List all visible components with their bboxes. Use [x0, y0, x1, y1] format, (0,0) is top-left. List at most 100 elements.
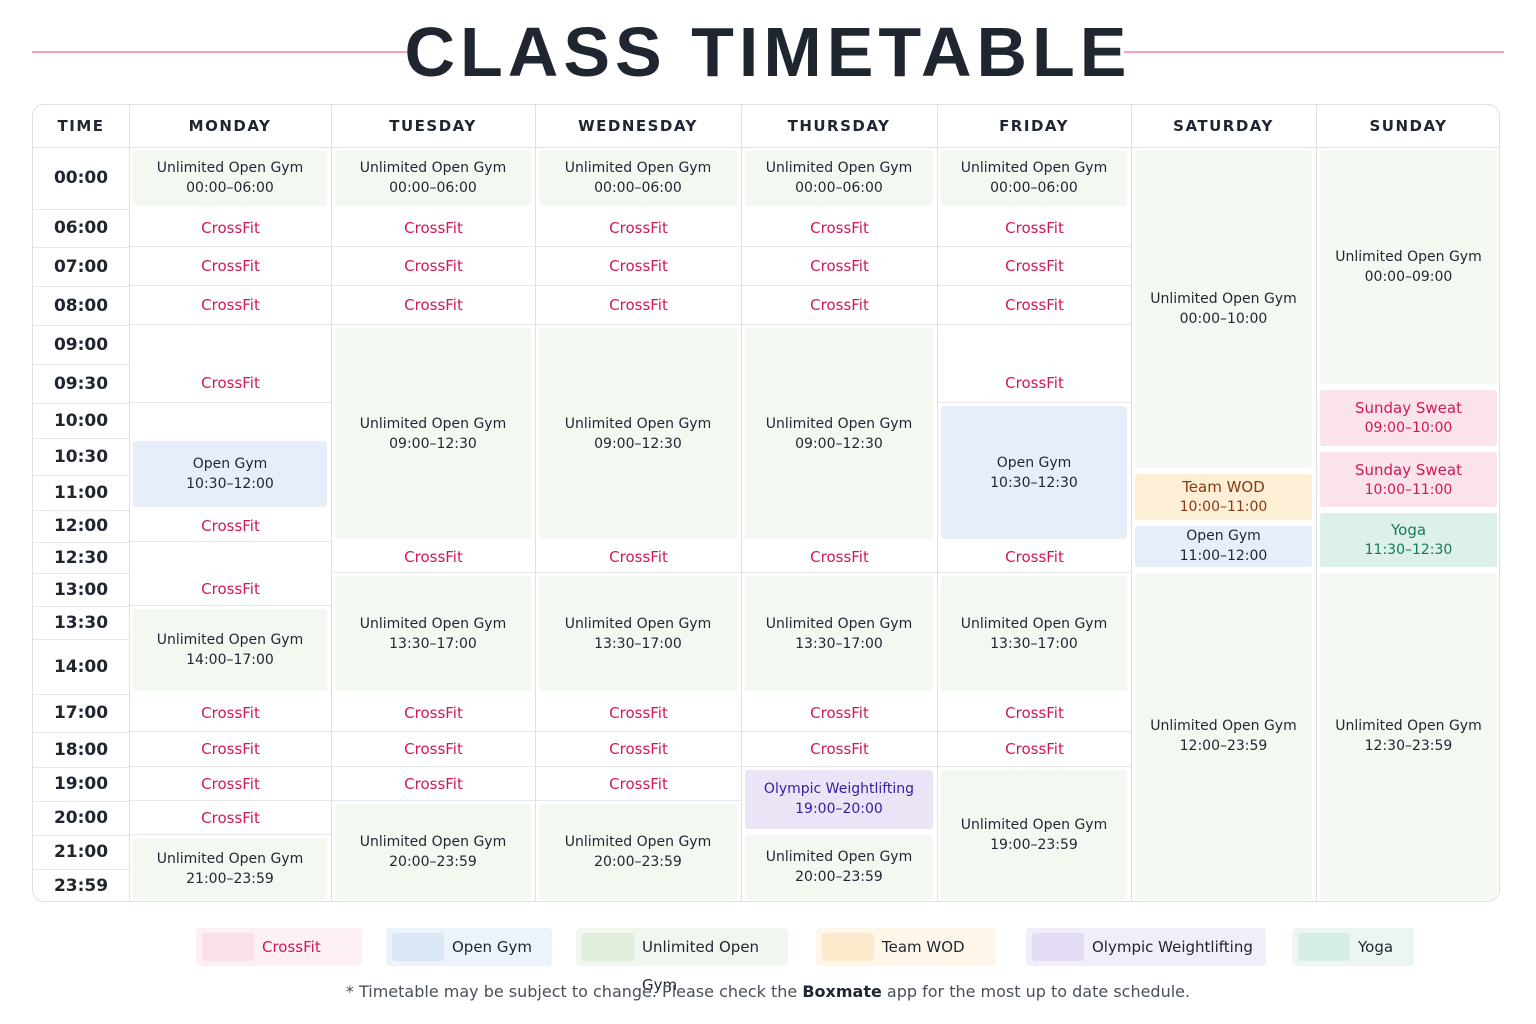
class-slot-unlimited-open-gym[interactable]: Unlimited Open Gym 14:00–17:00	[133, 609, 327, 691]
class-slot-unlimited-open-gym[interactable]: Unlimited Open Gym 09:00–12:30	[539, 328, 737, 539]
row-divider	[33, 475, 129, 476]
class-slot-unlimited-open-gym[interactable]: Unlimited Open Gym 00:00–06:00	[941, 150, 1127, 206]
class-name: CrossFit	[201, 774, 260, 793]
class-slot-sunday-sweat[interactable]: Sunday Sweat 10:00–11:00	[1320, 452, 1497, 507]
class-slot-crossfit[interactable]: CrossFit	[332, 247, 535, 286]
class-slot-crossfit[interactable]: CrossFit	[938, 247, 1131, 286]
class-slot-crossfit[interactable]: CrossFit	[130, 510, 331, 542]
class-slot-unlimited-open-gym[interactable]: Unlimited Open Gym 00:00–06:00	[133, 150, 327, 206]
class-name: CrossFit	[810, 218, 869, 237]
class-slot-crossfit[interactable]: CrossFit	[938, 286, 1131, 325]
class-slot-crossfit[interactable]: CrossFit	[130, 286, 331, 325]
class-slot-crossfit[interactable]: CrossFit	[130, 364, 331, 403]
class-slot-crossfit[interactable]: CrossFit	[938, 694, 1131, 732]
class-slot-crossfit[interactable]: CrossFit	[130, 732, 331, 767]
row-divider	[33, 869, 129, 870]
class-name: CrossFit	[1005, 374, 1064, 392]
time-column-header: TIME	[57, 117, 105, 135]
class-name: Unlimited Open Gym	[960, 615, 1108, 632]
class-slot-unlimited-open-gym[interactable]: Unlimited Open Gym 09:00–12:30	[335, 328, 531, 539]
class-slot-unlimited-open-gym[interactable]: Unlimited Open Gym 13:30–17:00	[745, 576, 933, 691]
class-slot-unlimited-open-gym[interactable]: Unlimited Open Gym 00:00–06:00	[335, 150, 531, 206]
column-divider	[331, 105, 332, 901]
class-slot-crossfit[interactable]: CrossFit	[130, 247, 331, 286]
class-name: CrossFit	[404, 740, 463, 758]
class-slot-unlimited-open-gym[interactable]: Unlimited Open Gym 00:00–06:00	[745, 150, 933, 206]
footnote-text-end: app for the most up to date schedule.	[881, 982, 1191, 1001]
class-time: 20:00–23:59	[594, 854, 682, 870]
class-slot-unlimited-open-gym[interactable]: Unlimited Open Gym 12:00–23:59	[1135, 572, 1312, 900]
class-slot-sunday-sweat[interactable]: Sunday Sweat 09:00–10:00	[1320, 390, 1497, 447]
class-slot-crossfit[interactable]: CrossFit	[536, 286, 741, 325]
class-slot-unlimited-open-gym[interactable]: Unlimited Open Gym 13:30–17:00	[539, 576, 737, 691]
class-slot-open-gym[interactable]: Open Gym 10:30–12:30	[941, 406, 1127, 539]
class-name: CrossFit	[201, 808, 260, 827]
row-divider	[33, 286, 129, 287]
class-name: CrossFit	[201, 218, 260, 237]
class-slot-crossfit[interactable]: CrossFit	[536, 732, 741, 767]
class-time: 12:00–23:59	[1179, 738, 1268, 755]
class-slot-unlimited-open-gym[interactable]: Unlimited Open Gym 13:30–17:00	[335, 576, 531, 691]
class-time: 19:00–20:00	[795, 801, 883, 818]
class-slot-crossfit[interactable]: CrossFit	[742, 694, 937, 732]
legend-label: Yoga	[1358, 938, 1394, 956]
class-slot-crossfit[interactable]: CrossFit	[130, 801, 331, 835]
class-slot-team-wod[interactable]: Team WOD 10:00–11:00	[1135, 474, 1312, 520]
class-slot-crossfit[interactable]: CrossFit	[742, 247, 937, 286]
class-slot-crossfit[interactable]: CrossFit	[332, 694, 535, 732]
time-label: 13:00	[53, 579, 109, 600]
class-slot-crossfit[interactable]: CrossFit	[130, 694, 331, 732]
class-slot-unlimited-open-gym[interactable]: Unlimited Open Gym 00:00–09:00	[1320, 150, 1497, 385]
title-rule-left	[32, 51, 418, 53]
class-slot-unlimited-open-gym[interactable]: Unlimited Open Gym 09:00–12:30	[745, 328, 933, 539]
class-slot-unlimited-open-gym[interactable]: Unlimited Open Gym 20:00–23:59	[745, 834, 933, 900]
class-name: Unlimited Open Gym	[960, 817, 1108, 833]
class-slot-crossfit[interactable]: CrossFit	[130, 767, 331, 801]
class-slot-crossfit[interactable]: CrossFit	[332, 209, 535, 247]
class-slot-crossfit[interactable]: CrossFit	[536, 209, 741, 247]
class-slot-crossfit[interactable]: CrossFit	[742, 286, 937, 325]
class-name: CrossFit	[609, 703, 668, 722]
class-slot-open-gym[interactable]: Open Gym 10:30–12:00	[133, 441, 327, 507]
class-time: 10:00–11:00	[1364, 481, 1453, 498]
class-slot-crossfit[interactable]: CrossFit	[536, 542, 741, 573]
class-slot-crossfit[interactable]: CrossFit	[938, 209, 1131, 247]
class-name: Olympic Weightlifting	[763, 781, 915, 798]
class-slot-unlimited-open-gym[interactable]: Unlimited Open Gym 19:00–23:59	[941, 770, 1127, 900]
class-name: CrossFit	[609, 296, 668, 314]
class-slot-crossfit[interactable]: CrossFit	[332, 286, 535, 325]
class-slot-unlimited-open-gym[interactable]: Unlimited Open Gym 21:00–23:59	[133, 838, 327, 900]
column-divider	[1131, 105, 1132, 901]
class-slot-crossfit[interactable]: CrossFit	[742, 209, 937, 247]
class-slot-crossfit[interactable]: CrossFit	[536, 767, 741, 801]
class-time: 00:00–09:00	[1364, 269, 1453, 286]
class-slot-open-gym[interactable]: Open Gym 11:00–12:00	[1135, 525, 1312, 567]
class-slot-yoga[interactable]: Yoga 11:30–12:30	[1320, 513, 1497, 567]
class-slot-unlimited-open-gym[interactable]: Unlimited Open Gym 00:00–06:00	[539, 150, 737, 206]
class-slot-crossfit[interactable]: CrossFit	[130, 209, 331, 247]
class-slot-crossfit[interactable]: CrossFit	[536, 247, 741, 286]
class-slot-crossfit[interactable]: CrossFit	[938, 542, 1131, 573]
class-slot-crossfit[interactable]: CrossFit	[130, 573, 331, 606]
class-slot-crossfit[interactable]: CrossFit	[938, 732, 1131, 767]
class-slot-unlimited-open-gym[interactable]: Unlimited Open Gym 20:00–23:59	[539, 804, 737, 900]
class-slot-crossfit[interactable]: CrossFit	[332, 732, 535, 767]
class-slot-crossfit[interactable]: CrossFit	[536, 694, 741, 732]
row-divider	[33, 438, 129, 439]
class-slot-unlimited-open-gym[interactable]: Unlimited Open Gym 13:30–17:00	[941, 576, 1127, 691]
class-slot-unlimited-open-gym[interactable]: Unlimited Open Gym 00:00–10:00	[1135, 150, 1312, 469]
time-label: 17:00	[53, 703, 109, 723]
legend-item-yoga: Yoga	[1292, 928, 1414, 966]
class-name: Unlimited Open Gym	[765, 615, 913, 632]
class-slot-unlimited-open-gym[interactable]: Unlimited Open Gym 20:00–23:59	[335, 804, 531, 900]
class-slot-crossfit[interactable]: CrossFit	[332, 767, 535, 801]
class-name: Unlimited Open Gym	[359, 160, 507, 176]
class-time: 09:00–12:30	[389, 435, 477, 452]
class-slot-olympic-weightlifting[interactable]: Olympic Weightlifting 19:00–20:00	[745, 770, 933, 829]
class-slot-crossfit[interactable]: CrossFit	[938, 364, 1131, 403]
class-slot-unlimited-open-gym[interactable]: Unlimited Open Gym 12:30–23:59	[1320, 572, 1497, 900]
class-slot-crossfit[interactable]: CrossFit	[742, 542, 937, 573]
class-slot-crossfit[interactable]: CrossFit	[332, 542, 535, 573]
class-name: CrossFit	[201, 296, 260, 314]
class-slot-crossfit[interactable]: CrossFit	[742, 732, 937, 767]
